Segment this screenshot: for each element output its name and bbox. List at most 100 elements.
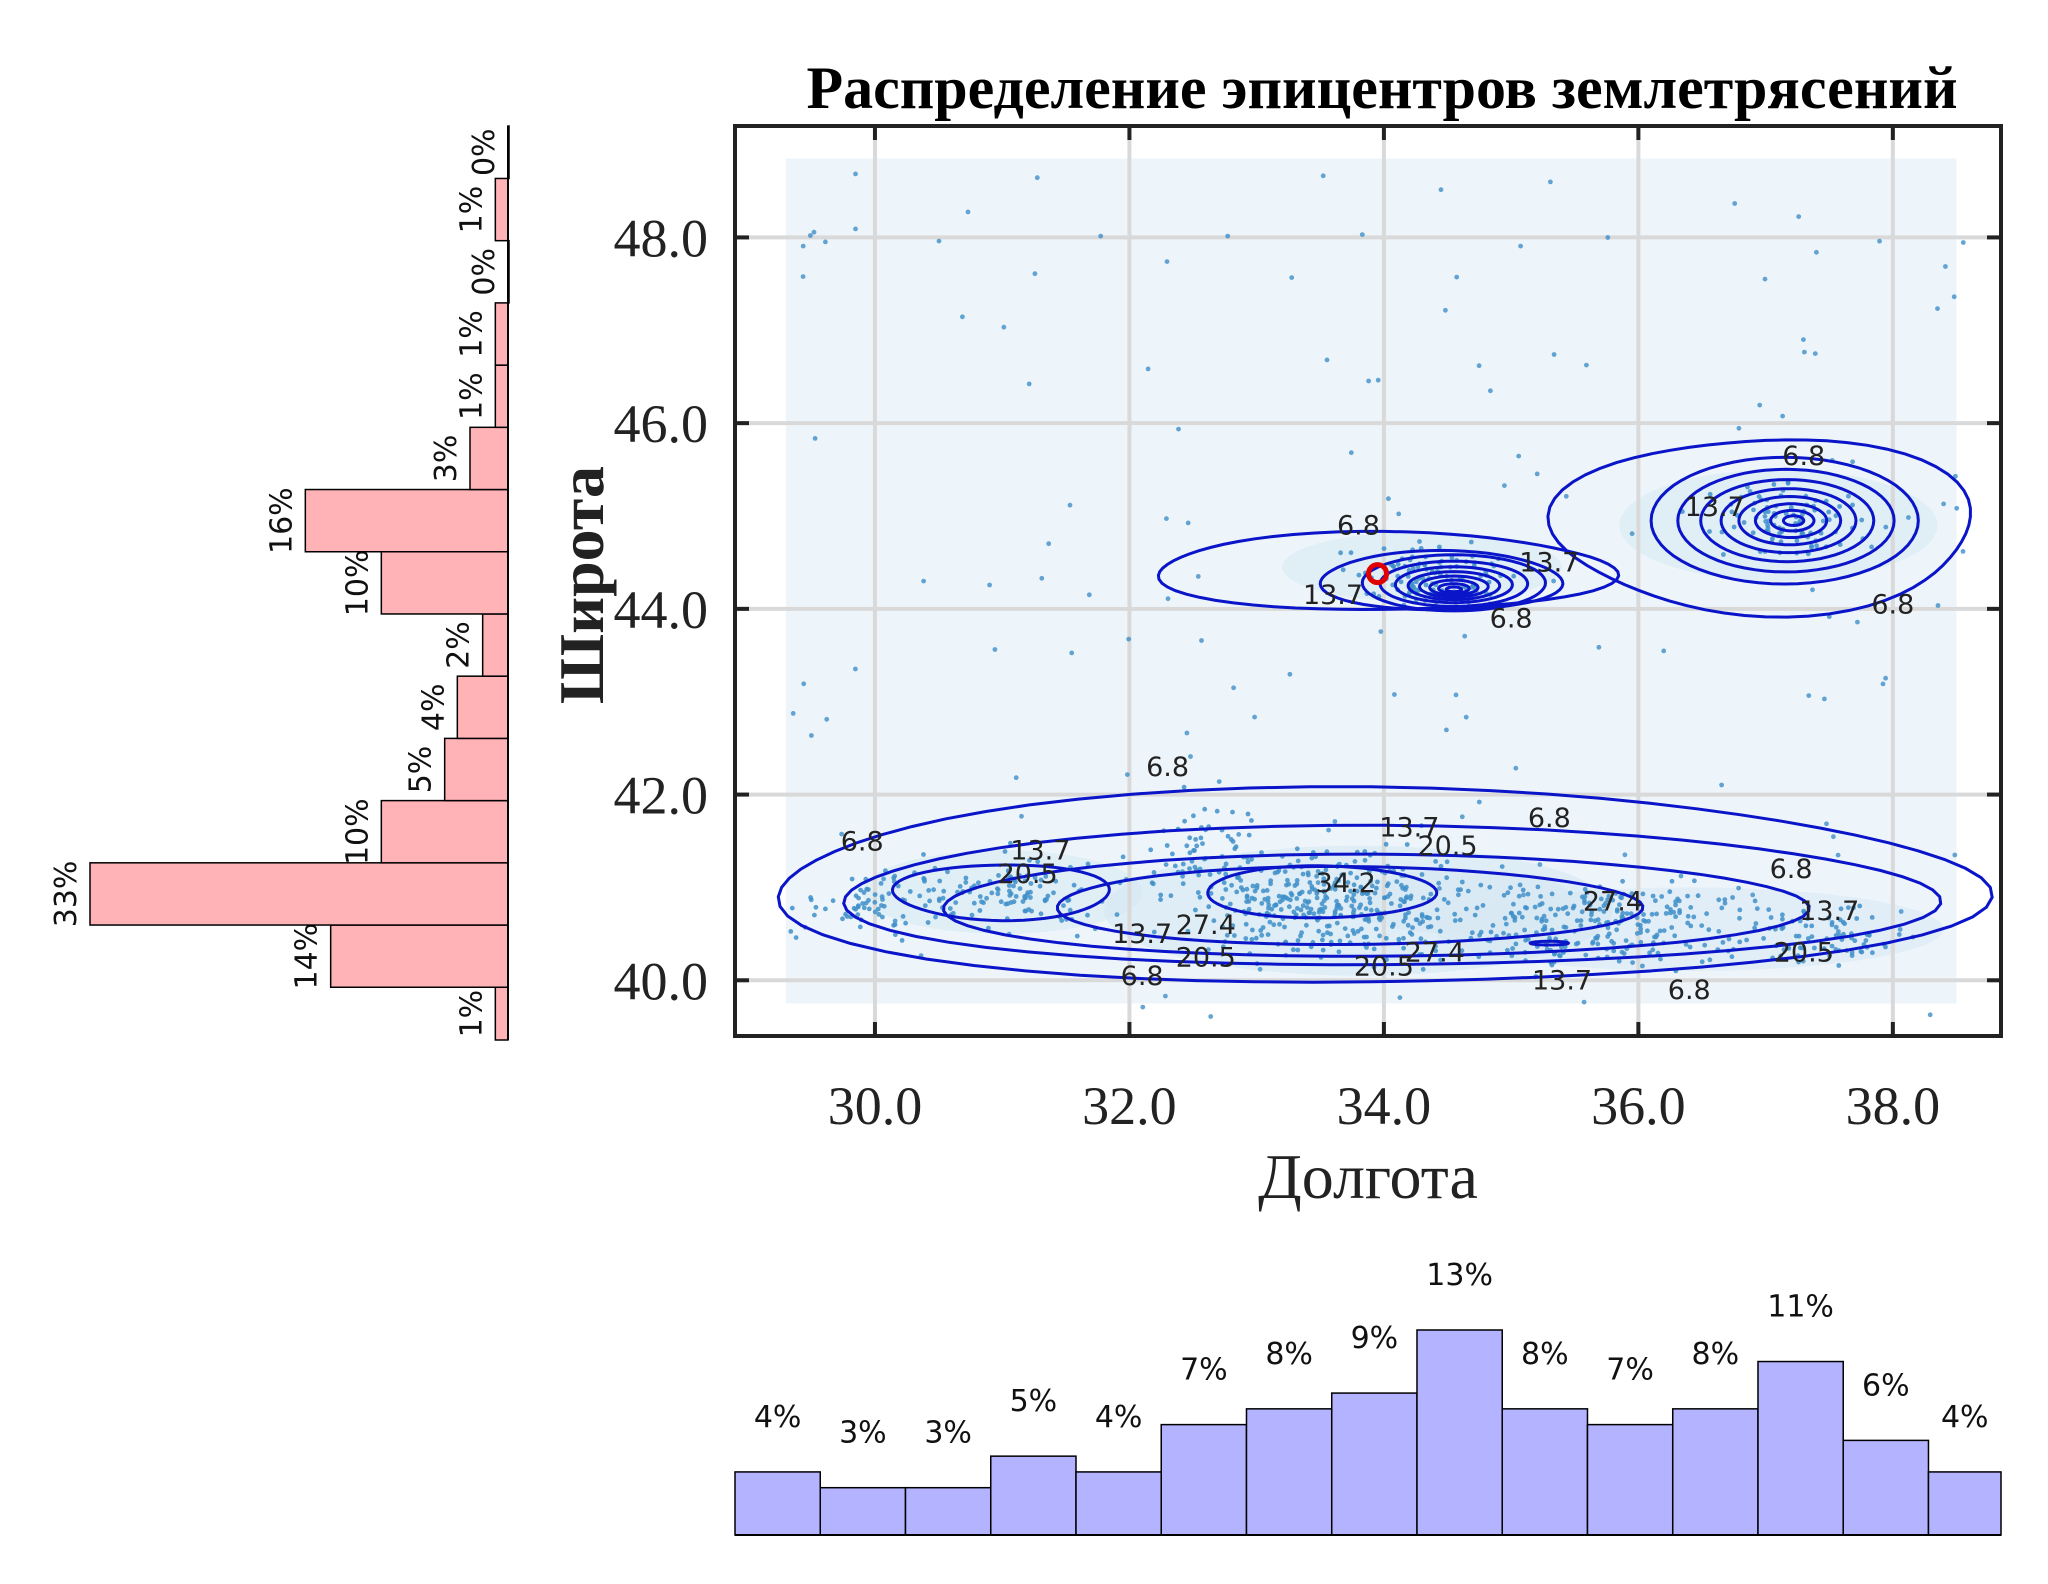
scatter-point: [1753, 921, 1759, 926]
scatter-point: [1304, 905, 1310, 910]
scatter-point: [1220, 944, 1226, 950]
scatter-point: [812, 912, 817, 918]
contour-label: 13.7: [1685, 492, 1745, 523]
scatter-point: [1595, 941, 1601, 947]
lon-bar: [1842, 1439, 1930, 1536]
scatter-point: [1532, 904, 1538, 910]
scatter-point: [1744, 937, 1749, 943]
lon-bar-label: 8%: [1265, 1337, 1313, 1372]
scatter-point: [1676, 898, 1682, 904]
scatter-point: [1750, 530, 1756, 536]
scatter-point: [1126, 636, 1132, 642]
scatter-point: [1812, 945, 1817, 951]
scatter-point: [1575, 940, 1581, 946]
scatter-point: [1716, 897, 1722, 903]
scatter-point: [1459, 814, 1465, 820]
scatter-point: [872, 892, 878, 897]
scatter-point: [1250, 883, 1256, 889]
scatter-point: [1855, 619, 1860, 625]
scatter-point: [1386, 496, 1391, 502]
scatter-point: [1452, 918, 1458, 923]
scatter-point: [1300, 903, 1306, 909]
scatter-point: [1578, 918, 1584, 923]
scatter-point: [992, 647, 998, 652]
scatter-point: [1796, 959, 1801, 965]
scatter-point: [1943, 264, 1948, 269]
contour-line-27.4: [1055, 865, 1645, 946]
scatter-point: [1382, 895, 1387, 901]
scatter-point: [863, 900, 869, 906]
scatter-point: [1803, 923, 1809, 929]
scatter-point: [1061, 903, 1066, 908]
scatter-point: [1551, 578, 1556, 584]
contour-labels: 6.813.713.76.86.813.76.86.86.86.8 13.720.…: [841, 441, 1915, 1006]
scatter-point: [1535, 884, 1541, 890]
scatter-point: [926, 888, 932, 893]
lon-bar-label: 4%: [1941, 1400, 1989, 1435]
scatter-point: [1381, 546, 1387, 551]
scatter-point: [1253, 935, 1259, 941]
scatter-point: [1906, 515, 1911, 520]
scatter-point: [1363, 906, 1369, 912]
scatter-point: [1436, 880, 1442, 886]
scatter-point: [1731, 524, 1737, 530]
scatter-point: [1191, 813, 1196, 819]
scatter-point: [1516, 893, 1522, 899]
scatter-point: [1687, 944, 1693, 950]
scatter-point: [1766, 907, 1772, 912]
contour-line-6.8: [1546, 438, 1972, 619]
scatter-point: [1519, 914, 1525, 920]
scatter-point: [1549, 891, 1555, 897]
scatter-point: [793, 935, 799, 940]
scatter-point: [987, 582, 992, 588]
scatter-point: [1235, 875, 1240, 881]
lat-bar-label: 2%: [442, 621, 477, 669]
main-plot: 6.813.713.76.86.813.76.86.86.86.8 13.720.…: [614, 124, 2003, 1136]
scatter-point: [1294, 878, 1300, 883]
scatter-point: [1628, 911, 1634, 917]
contour-label: 6.8: [1146, 752, 1189, 783]
scatter-point: [1336, 949, 1342, 955]
scatter-point: [1752, 925, 1757, 931]
scatter-point: [812, 436, 818, 441]
scatter-point: [1164, 843, 1170, 848]
scatter-point: [1751, 507, 1756, 513]
scatter-point: [861, 890, 867, 895]
scatter-point: [858, 887, 863, 893]
scatter-point: [1814, 543, 1819, 549]
scatter-point: [1726, 936, 1732, 942]
scatter-point: [1538, 894, 1543, 899]
y-tick-label: 48.0: [614, 208, 709, 268]
scatter-point: [1463, 714, 1469, 720]
scatter-point: [1794, 538, 1800, 544]
scatter-point: [1207, 872, 1213, 877]
scatter-point: [1397, 903, 1403, 909]
scatter-point: [1667, 889, 1673, 895]
longitude-histogram: 4% 3% 3% 5% 4% 7% 8% 9% 13% 8% 7% 8% 11% 6% 4%: [734, 1258, 2002, 1536]
scatter-point: [1849, 953, 1855, 958]
scatter-point: [1428, 924, 1434, 929]
lat-bar: [481, 613, 509, 677]
scatter-point: [839, 831, 844, 837]
scatter-point: [1354, 875, 1360, 881]
scatter-point: [1801, 337, 1806, 342]
scatter-point: [1571, 903, 1577, 909]
scatter-point: [800, 243, 806, 249]
scatter-point: [879, 903, 884, 908]
scatter-point: [1444, 727, 1449, 733]
scatter-point: [853, 171, 858, 177]
contour-label: 20.5: [1354, 952, 1414, 983]
scatter-point: [1066, 897, 1072, 903]
scatter-point: [1838, 906, 1844, 912]
scatter-point: [1028, 881, 1034, 886]
scatter-point: [1657, 928, 1663, 934]
contour-label: 13.7: [1112, 919, 1172, 950]
scatter-point: [1499, 864, 1505, 869]
scatter-point: [1563, 493, 1569, 499]
scatter-point: [1307, 910, 1313, 916]
scatter-point: [1820, 518, 1826, 524]
scatter-point: [892, 918, 898, 924]
scatter-point: [1877, 238, 1882, 244]
scatter-point: [1402, 899, 1407, 905]
scatter-point: [1315, 869, 1321, 874]
